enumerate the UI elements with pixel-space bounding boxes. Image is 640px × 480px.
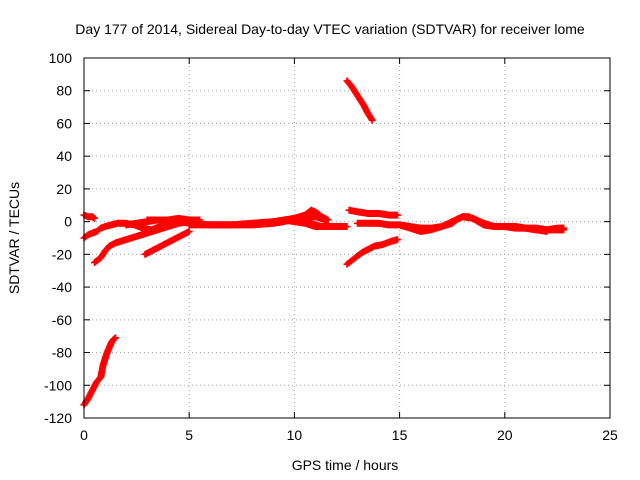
data-point	[393, 211, 401, 219]
series-arc-low-2	[345, 206, 401, 219]
y-tick-label: 20	[56, 181, 72, 197]
y-axis-label: SDTVAR / TECUs	[6, 182, 22, 294]
x-axis-label: GPS time / hours	[292, 457, 399, 473]
x-tick-label: 10	[287, 427, 303, 443]
x-tick-label: 20	[497, 427, 513, 443]
data-point	[393, 236, 401, 244]
x-tick-label: 0	[80, 427, 88, 443]
grid-lines	[84, 58, 610, 418]
series-arc-early-4	[141, 227, 193, 258]
y-tick-label: -100	[44, 377, 72, 393]
data-point	[91, 214, 99, 222]
data-point	[367, 115, 375, 123]
data-point	[343, 223, 351, 231]
series-arc-high	[343, 77, 376, 124]
chart-title: Day 177 of 2014, Sidereal Day-to-day VTE…	[75, 21, 585, 37]
y-tick-label: -20	[52, 246, 72, 262]
data-point	[368, 116, 376, 124]
series-arc-early-1	[80, 211, 99, 222]
data-point	[560, 224, 568, 232]
y-tick-label: -60	[52, 312, 72, 328]
x-tick-label: 15	[392, 427, 408, 443]
series-arc-mid-4	[295, 216, 326, 231]
y-tick-label: 60	[56, 115, 72, 131]
data-point	[112, 334, 120, 342]
data-points	[80, 77, 568, 409]
data-point	[185, 227, 193, 235]
y-tick-label: 100	[49, 50, 73, 66]
x-tick-label: 25	[602, 427, 618, 443]
data-point	[318, 223, 326, 231]
y-tick-label: -120	[44, 410, 72, 426]
series-arc-low-1	[343, 236, 401, 268]
series-arc-steep-low	[80, 334, 120, 409]
series-arc-late-2	[490, 223, 568, 234]
plot-frame	[83, 57, 611, 419]
data-point	[111, 335, 119, 343]
y-tick-label: 80	[56, 83, 72, 99]
y-tick-label: 40	[56, 148, 72, 164]
y-tick-label: -40	[52, 279, 72, 295]
y-tick-label: -80	[52, 345, 72, 361]
x-tick-label: 5	[185, 427, 193, 443]
y-tick-label: 0	[64, 214, 72, 230]
axis-ticks: 0 5 10 15 20 25 100 80 60 40 20 0 -20 -40 -60 -80 -100 -1…	[44, 50, 618, 443]
data-point	[89, 214, 97, 222]
data-point	[324, 216, 332, 224]
